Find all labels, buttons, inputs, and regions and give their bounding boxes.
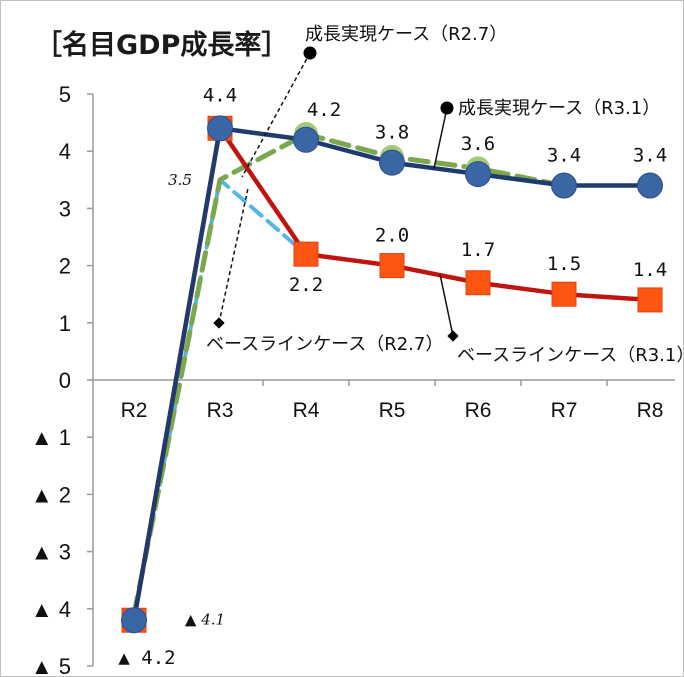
annotation-2-label: ベースラインケース（R2.7） — [206, 334, 443, 355]
y-tick-label: ▲ 4 — [31, 597, 71, 622]
x-tick-label-r7: R7 — [551, 399, 578, 422]
annotation-1-label: 成長実現ケース（R3.1） — [458, 98, 660, 119]
series-point-baseline-r31 — [465, 270, 491, 296]
annotation-2-leader — [218, 188, 249, 324]
series-line-3 — [131, 126, 653, 623]
x-tick-label-r8: R8 — [637, 399, 664, 422]
data-label-r6: 1.7 — [461, 239, 495, 261]
series-line-2 — [131, 126, 653, 623]
x-tick-label-r3: R3 — [207, 399, 234, 422]
series-point-growth-r31 — [293, 126, 319, 153]
chart-title: ［名目GDP成長率］ — [35, 30, 289, 61]
y-tick-label: ▲ 5 — [31, 654, 71, 676]
data-label-r4: 2.2 — [289, 274, 323, 296]
series-line-0 — [132, 177, 308, 617]
y-tick-label: 4 — [59, 139, 71, 164]
series-point-baseline-r31 — [637, 287, 663, 313]
data-label-r8: 1.4 — [633, 259, 667, 281]
series-point-baseline-r31 — [379, 253, 405, 279]
y-tick-label: ▲ 2 — [31, 482, 71, 507]
series-point-growth-r31 — [379, 149, 405, 176]
annotation-0-dot — [303, 46, 317, 60]
data-label-r3: 4.4 — [203, 84, 237, 106]
data-label-r4: 4.2 — [307, 99, 341, 121]
y-tick-label: 3 — [59, 196, 71, 221]
data-label-r7: 1.5 — [547, 253, 581, 275]
data-label-r6: 3.6 — [461, 133, 495, 155]
x-tick-label-r2: R2 — [121, 399, 148, 422]
y-tick-label: 1 — [59, 311, 71, 336]
annotation-3-leader — [439, 274, 454, 337]
series-point-baseline-r31 — [551, 281, 577, 307]
data-label-r2: ▲ 4.2 — [118, 647, 175, 669]
series-point-growth-r31 — [551, 172, 577, 199]
y-tick-label: ▲ 3 — [31, 540, 71, 565]
data-label-italic-r2: ▲ 4.1 — [185, 611, 225, 629]
data-label-r5: 3.8 — [375, 122, 409, 144]
data-label-italic-r3: 3.5 — [168, 171, 192, 189]
x-tick-label-r4: R4 — [293, 399, 320, 422]
annotation-3-label: ベースラインケース（R3.1） — [457, 345, 683, 366]
data-label-r8: 3.4 — [633, 145, 667, 167]
series-point-baseline-r31 — [293, 241, 319, 267]
data-label-r7: 3.4 — [547, 145, 581, 167]
x-tick-label-r5: R5 — [379, 399, 406, 422]
annotation-0-leader — [241, 52, 311, 178]
annotation-1-dot — [440, 101, 454, 115]
annotation-3-dot — [447, 330, 459, 342]
series-point-growth-r31 — [207, 115, 233, 142]
y-tick-label: 2 — [59, 254, 71, 279]
y-tick-label: ▲ 1 — [31, 425, 71, 450]
y-tick-label: 0 — [59, 368, 71, 393]
data-label-r5: 2.0 — [375, 225, 409, 247]
series-point-growth-r31 — [465, 161, 491, 188]
series-line-1 — [131, 131, 567, 618]
series-point-growth-r31 — [121, 607, 147, 634]
annotation-1-leader — [433, 107, 448, 169]
annotation-0-label: 成長実現ケース（R2.7） — [305, 24, 507, 45]
y-tick-label: 5 — [59, 82, 71, 107]
x-tick-label-r6: R6 — [465, 399, 492, 422]
annotation-2-dot — [213, 317, 225, 329]
series-point-growth-r31 — [637, 172, 663, 199]
